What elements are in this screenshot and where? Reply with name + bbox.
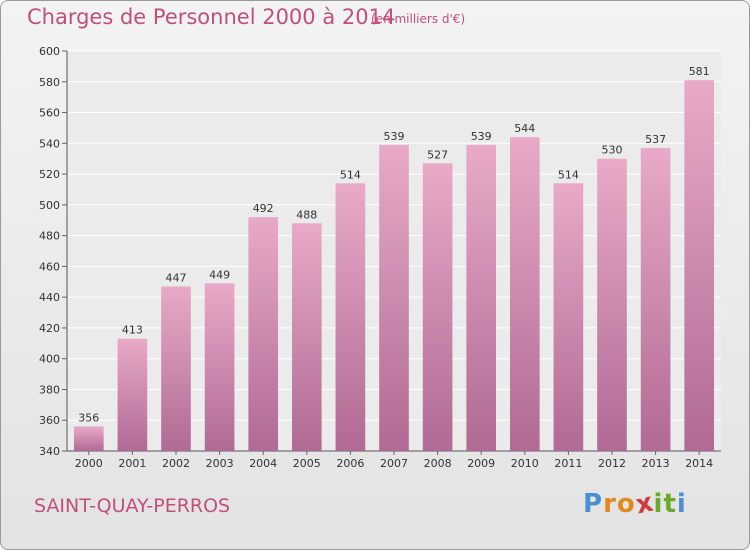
data-label: 527 bbox=[427, 148, 448, 161]
data-label: 413 bbox=[122, 324, 143, 337]
data-label: 581 bbox=[689, 65, 710, 78]
bar bbox=[161, 286, 191, 451]
x-tick-label: 2007 bbox=[380, 457, 408, 470]
data-label: 539 bbox=[384, 130, 405, 143]
y-tick-label: 400 bbox=[39, 353, 60, 366]
data-label: 530 bbox=[602, 144, 623, 157]
chart-subtitle: (en milliers d'€) bbox=[371, 12, 466, 26]
x-tick-label: 2005 bbox=[293, 457, 321, 470]
logo-letter: r bbox=[603, 489, 617, 519]
bar bbox=[379, 144, 409, 451]
y-tick-label: 540 bbox=[39, 137, 60, 150]
bar bbox=[422, 163, 453, 452]
y-tick-label: 520 bbox=[39, 168, 60, 181]
y-tick-label: 360 bbox=[39, 414, 60, 427]
data-label: 492 bbox=[253, 202, 274, 215]
commune-name: SAINT-QUAY-PERROS bbox=[34, 495, 231, 517]
y-tick-label: 420 bbox=[39, 322, 60, 335]
x-tick-label: 2002 bbox=[162, 457, 190, 470]
y-tick-label: 600 bbox=[39, 45, 60, 58]
bar bbox=[553, 183, 584, 452]
bar bbox=[684, 80, 715, 451]
y-tick-label: 440 bbox=[39, 291, 60, 304]
bar bbox=[117, 338, 148, 451]
logo-letter: o bbox=[616, 489, 636, 519]
bar bbox=[509, 137, 540, 451]
proxiti-logo: Proxiti bbox=[583, 487, 687, 520]
y-tick-label: 560 bbox=[39, 107, 60, 120]
x-tick-label: 2003 bbox=[206, 457, 234, 470]
data-label: 544 bbox=[514, 122, 535, 135]
bar bbox=[640, 147, 671, 451]
logo-letter: i bbox=[676, 489, 687, 519]
data-label: 537 bbox=[645, 133, 666, 146]
data-label: 539 bbox=[471, 130, 492, 143]
x-tick-label: 2006 bbox=[336, 457, 364, 470]
logo-letter: i bbox=[653, 489, 664, 519]
bar bbox=[597, 158, 627, 451]
data-label: 488 bbox=[296, 208, 317, 221]
bar bbox=[204, 283, 235, 451]
bar bbox=[466, 144, 497, 451]
x-tick-label: 2009 bbox=[467, 457, 495, 470]
bar bbox=[248, 217, 279, 451]
x-tick-label: 2001 bbox=[118, 457, 146, 470]
y-tick-label: 380 bbox=[39, 383, 60, 396]
y-tick-label: 500 bbox=[39, 199, 60, 212]
bar bbox=[73, 426, 104, 451]
x-tick-label: 2010 bbox=[511, 457, 539, 470]
logo-letter: t bbox=[663, 489, 677, 519]
y-tick-label: 340 bbox=[39, 445, 60, 458]
y-tick-label: 460 bbox=[39, 260, 60, 273]
data-label: 356 bbox=[78, 411, 99, 424]
x-tick-label: 2013 bbox=[642, 457, 670, 470]
x-tick-label: 2014 bbox=[685, 457, 713, 470]
x-tick-label: 2004 bbox=[249, 457, 277, 470]
x-tick-label: 2012 bbox=[598, 457, 626, 470]
data-label: 449 bbox=[209, 268, 230, 281]
bar bbox=[291, 223, 322, 451]
y-tick-label: 480 bbox=[39, 230, 60, 243]
x-tick-label: 2011 bbox=[554, 457, 582, 470]
x-tick-label: 2000 bbox=[75, 457, 103, 470]
chart-title: Charges de Personnel 2000 à 2014 bbox=[27, 5, 396, 29]
y-tick-label: 580 bbox=[39, 76, 60, 89]
bar bbox=[335, 183, 366, 452]
data-label: 514 bbox=[340, 168, 361, 181]
x-tick-label: 2008 bbox=[424, 457, 452, 470]
data-label: 447 bbox=[166, 271, 187, 284]
logo-letter: P bbox=[583, 489, 604, 519]
data-label: 514 bbox=[558, 168, 579, 181]
